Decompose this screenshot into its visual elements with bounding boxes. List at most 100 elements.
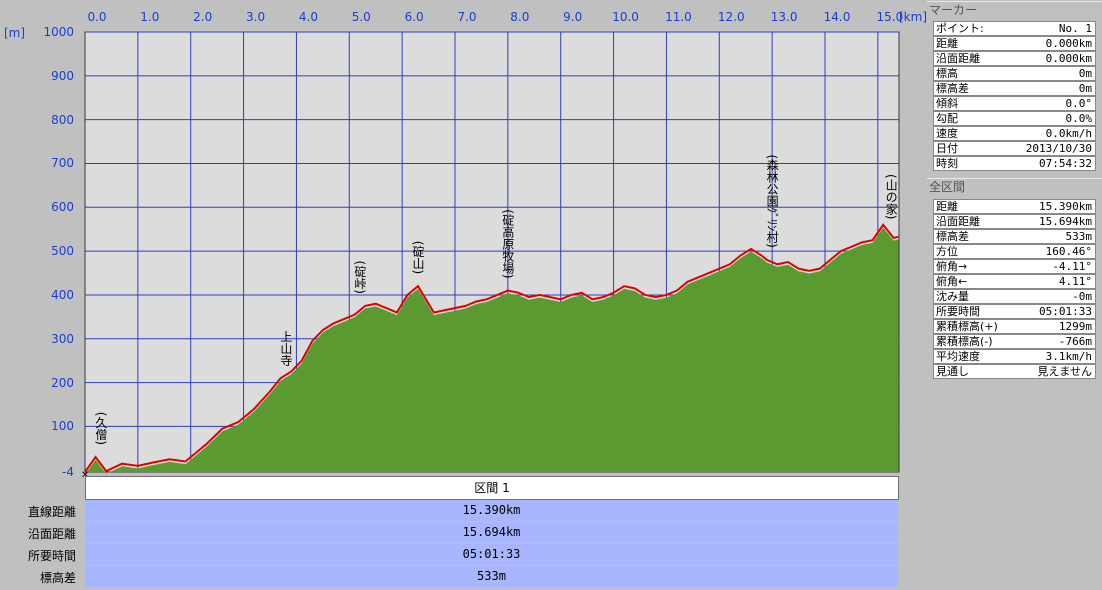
info-panel: マーカー ポイント: No. 1 距離 0.000km 沿面距離 0.000km 標高 0m 標…: [927, 0, 1102, 590]
info-key: 時刻: [936, 157, 958, 170]
x-tick-label: 10.0: [612, 10, 639, 24]
waypoint-label: (山の家): [884, 174, 898, 219]
y-tick-label: -4: [62, 465, 74, 479]
x-tick-label: 12.0: [717, 10, 745, 24]
info-value: 3.1km/h: [1045, 350, 1092, 363]
info-value: 0.0°: [1065, 97, 1093, 110]
y-tick-label: 700: [51, 156, 74, 171]
info-key: 標高差: [936, 82, 969, 95]
info-value: 160.46°: [1045, 245, 1092, 258]
x-tick-label: 4.0: [298, 10, 318, 24]
info-key: 距離: [936, 200, 958, 213]
section-row-label: 標高差: [39, 571, 76, 585]
info-value: 0m: [1078, 82, 1092, 95]
info-row: 標高 0m: [933, 66, 1096, 81]
info-value: 0.0%: [1065, 112, 1093, 125]
info-value: -766m: [1058, 335, 1092, 348]
info-row: 累積標高(+) 1299m: [933, 319, 1096, 334]
y-tick-label: 600: [51, 200, 74, 215]
info-row: 傾斜 0.0°: [933, 96, 1096, 111]
x-tick-label: 11.0: [665, 10, 692, 24]
info-row: 累積標高(-) -766m: [933, 334, 1096, 349]
info-row: 方位 160.46°: [933, 244, 1096, 259]
total-panel-title: 全区間: [927, 178, 1102, 195]
info-value: No. 1: [1058, 22, 1092, 35]
info-row: 勾配 0.0%: [933, 111, 1096, 126]
plot-svg: ✕ (久僧) 上山寺 (碇峠) (碇山) (碇高原牧場) (森林公園ｸﾞﾘﾝ村) (山の家): [81, 31, 900, 478]
info-key: 所要時間: [936, 305, 980, 318]
x-tick-label: 14.0: [823, 10, 851, 24]
info-key: ポイント:: [936, 22, 984, 35]
info-row: 時刻 07:54:32: [933, 156, 1096, 171]
info-key: 速度: [936, 127, 958, 140]
x-tick-label: 6.0: [404, 10, 424, 24]
info-value: 15.390km: [1039, 200, 1092, 213]
info-key: 累積標高(+): [936, 320, 998, 333]
info-value: 05:01:33: [1039, 305, 1092, 318]
y-tick-label: 300: [51, 331, 74, 346]
info-key: 距離: [936, 37, 958, 50]
section-header[interactable]: 区間 1: [85, 476, 899, 500]
waypoint-label: 上山寺: [279, 330, 293, 366]
x-tick-label: 0.0: [87, 10, 107, 24]
x-tick-label: 13.0: [770, 10, 798, 24]
info-value: 0.0km/h: [1045, 127, 1092, 140]
section-row-label: 直線距離: [27, 505, 76, 519]
info-row: 沿面距離 15.694km: [933, 214, 1096, 229]
x-tick-label: 9.0: [563, 10, 583, 24]
info-row: 沿面距離 0.000km: [933, 51, 1096, 66]
section-row-value: 15.694km: [85, 522, 898, 544]
info-row: 距離 0.000km: [933, 36, 1096, 51]
section-row-value: 05:01:33: [85, 544, 898, 566]
info-value: 15.694km: [1039, 215, 1092, 228]
info-key: 方位: [936, 245, 958, 258]
y-tick-label: 100: [51, 419, 74, 434]
marker-panel-title: マーカー: [927, 1, 1102, 18]
info-row: 沈み量 -0m: [933, 289, 1096, 304]
info-key: 標高差: [936, 230, 969, 243]
info-key: 平均速度: [936, 350, 980, 363]
info-row: 標高差 0m: [933, 81, 1096, 96]
info-value: 1299m: [1058, 320, 1092, 333]
terrain-area: [85, 227, 899, 475]
x-unit-label: [km]: [899, 10, 928, 24]
info-row: ポイント: No. 1: [933, 21, 1096, 36]
section-row-label: 所要時間: [27, 549, 76, 563]
section-row-label: 沿面距離: [27, 527, 76, 541]
x-tick-label: 7.0: [457, 10, 477, 24]
info-key: 沿面距離: [936, 215, 980, 228]
elevation-chart[interactable]: [m] [km] 0.0 1.0 2.0 3.0 4.0 5.0 6.0 7.0 8.0 9.0 1…: [0, 0, 928, 479]
info-value: 0.000km: [1045, 37, 1092, 50]
section-row-value: 533m: [85, 566, 898, 588]
info-row: 速度 0.0km/h: [933, 126, 1096, 141]
x-tick-label: 15.0: [876, 10, 904, 24]
info-row: 日付 2013/10/30: [933, 141, 1096, 156]
info-value: -0m: [1072, 290, 1092, 303]
y-tick-label: 200: [51, 375, 74, 390]
info-key: 日付: [936, 142, 958, 155]
x-tick-label: 2.0: [193, 10, 213, 24]
info-key: 沈み量: [936, 290, 969, 303]
info-key: 標高: [936, 67, 958, 80]
info-key: 俯角←: [936, 275, 968, 288]
waypoint-label: (森林公園ｸﾞﾘﾝ村): [765, 155, 779, 248]
info-key: 傾斜: [936, 97, 958, 110]
y-unit-label: [m]: [4, 26, 26, 40]
x-tick-label: 5.0: [351, 10, 371, 24]
x-tick-label: 8.0: [510, 10, 530, 24]
waypoint-label: (碇高原牧場): [501, 209, 515, 278]
info-row: 所要時間 05:01:33: [933, 304, 1096, 319]
info-key: 沿面距離: [936, 52, 980, 65]
info-row: 距離 15.390km: [933, 199, 1096, 214]
info-row: 俯角→ -4.11°: [933, 259, 1096, 274]
info-row: 俯角← 4.11°: [933, 274, 1096, 289]
waypoint-label: (碇峠): [353, 261, 367, 294]
info-value: 2013/10/30: [1025, 142, 1092, 155]
info-row: 標高差 533m: [933, 229, 1096, 244]
info-value: 07:54:32: [1039, 157, 1092, 170]
track-line: [84, 223, 899, 473]
x-tick-label: 3.0: [246, 10, 266, 24]
info-key: 俯角→: [936, 260, 968, 273]
info-key: 累積標高(-): [936, 335, 993, 348]
info-value: 0.000km: [1045, 52, 1092, 65]
